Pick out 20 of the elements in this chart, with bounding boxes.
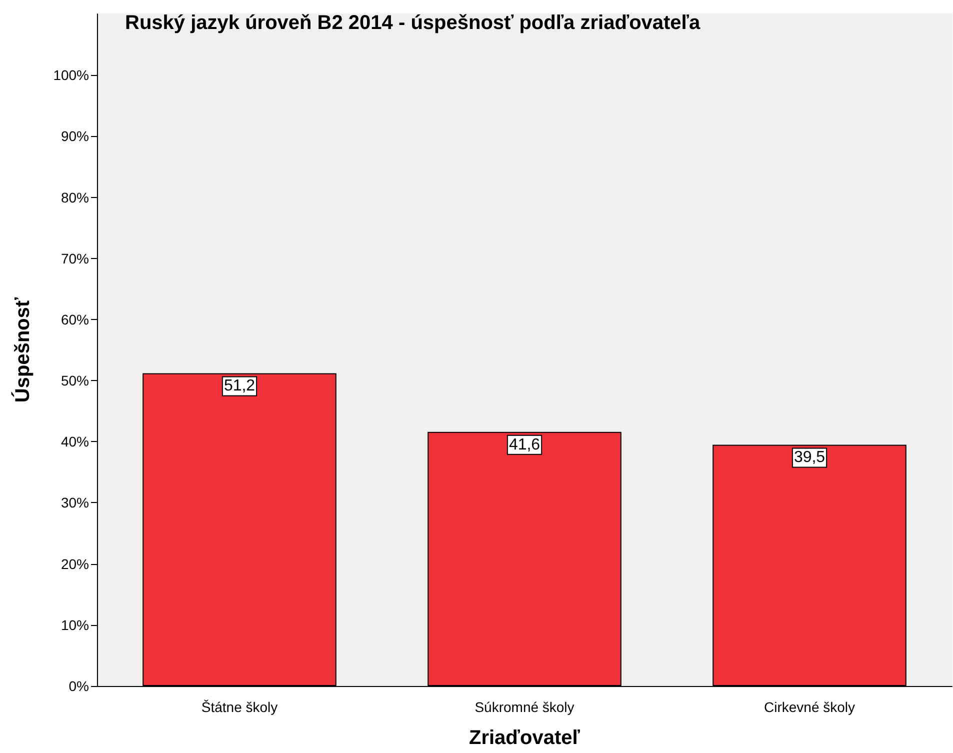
y-tick-label: 50%	[60, 372, 89, 389]
y-tick-label: 10%	[60, 616, 89, 633]
chart-title: Ruský jazyk úroveň B2 2014 - úspešnosť podľa zriaďovateľa	[125, 12, 702, 34]
data-label: 39,5	[794, 449, 826, 466]
data-label: 51,2	[224, 378, 256, 395]
y-axis-title: Úspešnosť	[11, 297, 34, 403]
data-label: 41,6	[508, 436, 540, 454]
x-axis-title: Zriaďovateľ	[468, 727, 580, 749]
y-tick-label: 0%	[68, 678, 89, 694]
y-tick-label: 60%	[60, 311, 89, 328]
y-tick-label: 100%	[53, 67, 89, 84]
x-tick-label: Štátne školy	[201, 699, 278, 715]
y-tick-label: 20%	[60, 556, 89, 572]
y-tick-label: 90%	[60, 128, 89, 144]
x-tick-label: Súkromné školy	[474, 699, 574, 715]
x-tick-label: Cirkevné školy	[764, 699, 856, 715]
y-tick-label: 80%	[60, 189, 89, 206]
y-tick-label: 40%	[60, 434, 89, 450]
y-tick-label: 30%	[60, 494, 89, 511]
y-tick-label: 70%	[60, 250, 89, 266]
